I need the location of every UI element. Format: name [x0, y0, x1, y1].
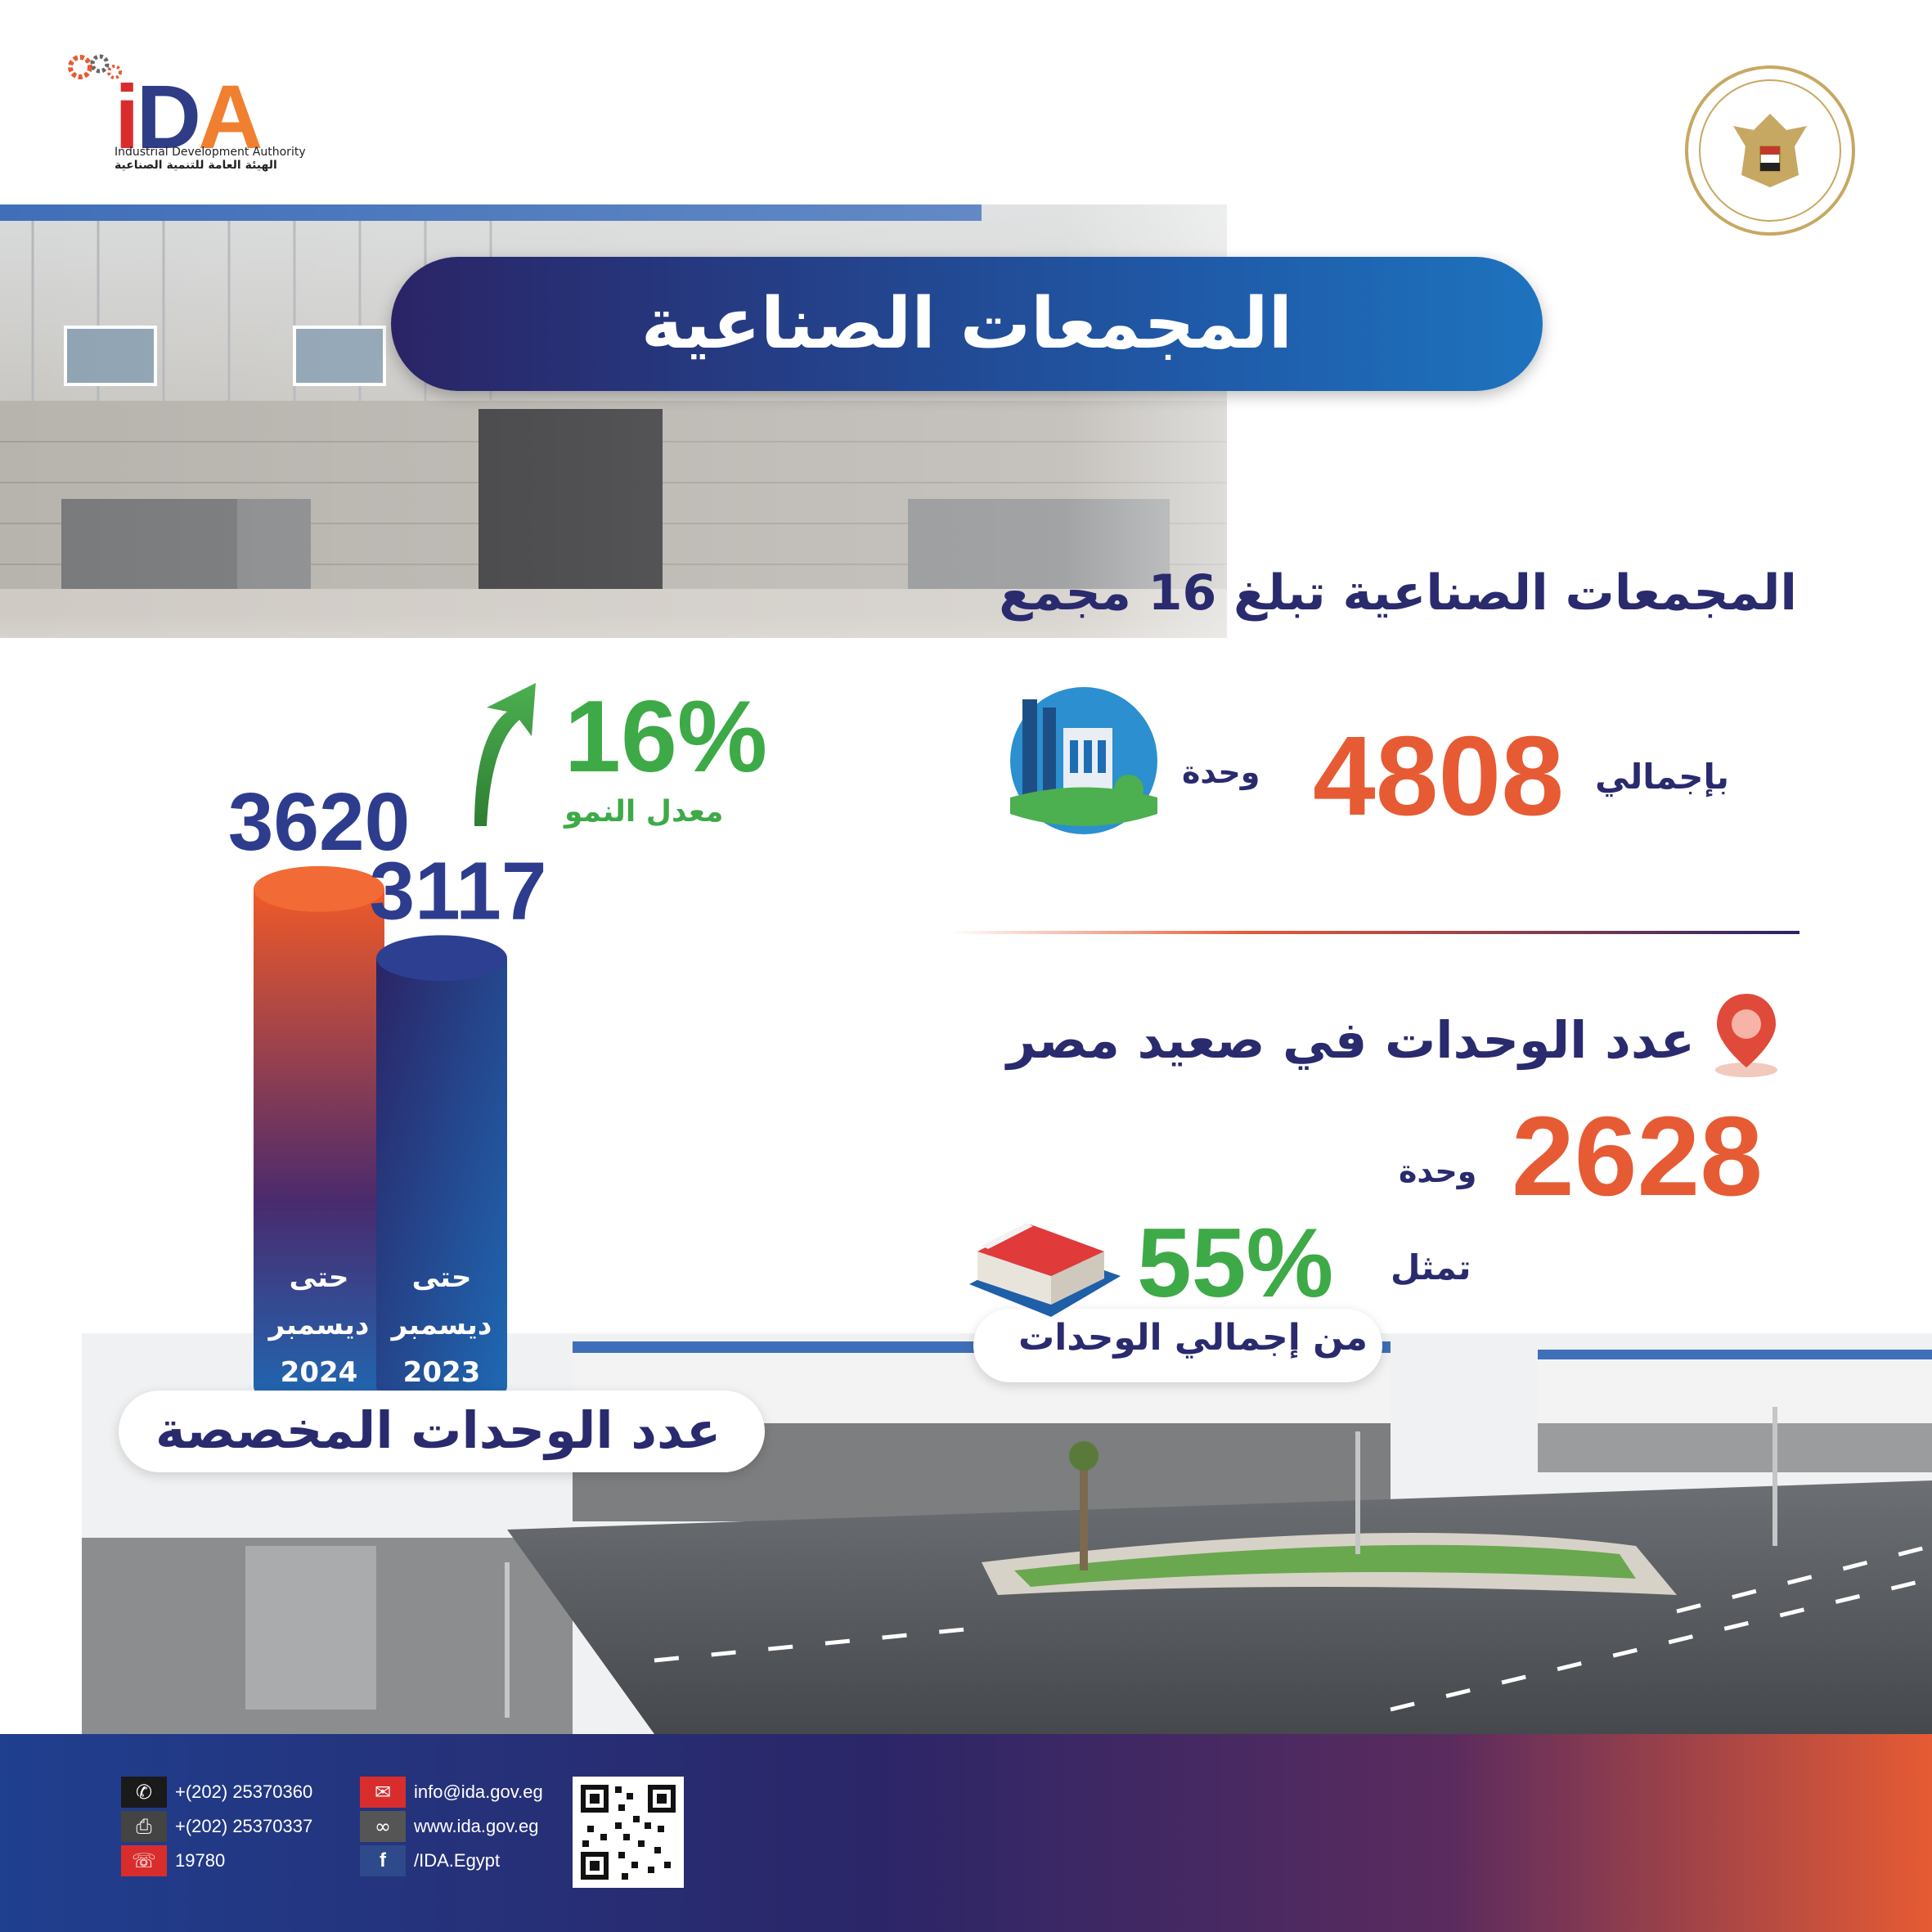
bar-category-label: حتى: [412, 1261, 472, 1294]
bar-top-cap: [254, 865, 384, 912]
total-prefix-label: بإجمالي: [1595, 757, 1730, 797]
website-link[interactable]: www.ida.gov.eg: [414, 1816, 539, 1836]
bar-body: [254, 888, 384, 1409]
total-units-value: 4808: [1313, 713, 1564, 839]
ministry-seal: [1685, 65, 1855, 236]
share-caption-pill: [973, 1309, 1382, 1382]
eagle-emblem-icon: [1699, 79, 1841, 222]
units-bar-chart: 3620 حتى ديسمبر 2024 3117 حتى ديسمبر 2023: [228, 683, 547, 1409]
bar-category-label: حتى: [290, 1261, 349, 1294]
growth-caption: معدل النمو: [564, 795, 724, 829]
link-icon: ∞: [360, 1811, 406, 1842]
growth-percent: 16%: [564, 681, 768, 793]
page-title: المجمعات الصناعية: [391, 257, 1543, 391]
facebook-icon: f: [360, 1845, 406, 1876]
warehouse-icon: [969, 1223, 1121, 1317]
bar-value-label: 3620: [228, 776, 410, 868]
bar-category-label: 2024: [281, 1356, 358, 1389]
factory-icon: [1010, 687, 1157, 834]
represents-label: تمثل: [1391, 1247, 1471, 1287]
bar-2023: 3117 حتى ديسمبر 2023: [370, 845, 547, 1409]
ida-subtitle-en: Industrial Development Authority: [115, 146, 306, 159]
facebook-link[interactable]: /IDA.Egypt: [414, 1850, 501, 1871]
fax-number[interactable]: +(202) 25370337: [175, 1816, 313, 1836]
share-percent: 55%: [1137, 1208, 1334, 1318]
email-link[interactable]: info@ida.gov.eg: [414, 1781, 543, 1802]
phone-icon: ✆: [121, 1777, 167, 1808]
growth-arrow-icon: [474, 683, 536, 826]
share-caption: من إجمالي الوحدات: [1018, 1317, 1368, 1359]
upper-egypt-title: عدد الوحدات في صعيد مصر: [1006, 1010, 1695, 1070]
gears-icon: [68, 54, 122, 79]
ida-subtitle-ar: الهيئة العامة للتنمية الصناعية: [115, 159, 277, 172]
chart-caption: عدد الوحدات المخصصة: [155, 1400, 721, 1460]
qr-code-icon[interactable]: [573, 1777, 684, 1888]
email-icon: ✉: [360, 1777, 406, 1808]
bar-top-cap: [376, 935, 507, 982]
upper-egypt-units-value: 2628: [1512, 1094, 1763, 1220]
ida-logo: iDA Industrial Development Authority اله…: [57, 49, 335, 196]
footer: ✆ +(202) 25370360 ⎙ +(202) 25370337 ☏ 19…: [0, 1734, 1932, 1932]
bar-body: [376, 958, 507, 1409]
bar-category-label: ديسمبر: [390, 1309, 492, 1341]
phone-number[interactable]: +(202) 25370360: [175, 1781, 313, 1802]
location-pin-icon: [1715, 994, 1777, 1077]
hotline-number[interactable]: 19780: [175, 1850, 226, 1871]
chart-caption-pill: [119, 1391, 765, 1472]
headline-clusters: المجمعات الصناعية تبلغ 16 مجمع: [999, 564, 1797, 622]
total-unit-label: وحدة: [1182, 754, 1260, 790]
bar-2024: 3620 حتى ديسمبر 2024: [228, 776, 410, 1409]
fax-icon: ⎙: [121, 1811, 167, 1842]
bar-value-label: 3117: [370, 845, 547, 937]
divider: [949, 931, 1799, 934]
bar-category-label: 2023: [403, 1356, 481, 1389]
headset-icon: ☏: [121, 1845, 167, 1876]
bar-category-label: ديسمبر: [267, 1309, 370, 1341]
upper-egypt-unit-label: وحدة: [1399, 1153, 1477, 1189]
